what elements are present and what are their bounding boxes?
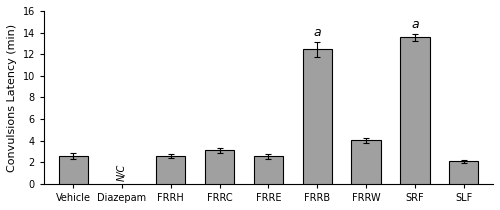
Bar	[302, 49, 332, 184]
Bar	[400, 37, 430, 184]
Bar	[156, 156, 186, 184]
Text: a: a	[411, 18, 419, 31]
Text: N/C: N/C	[117, 164, 127, 181]
Bar	[58, 156, 88, 184]
Bar	[254, 156, 283, 184]
Bar	[352, 140, 381, 184]
Text: a: a	[314, 26, 321, 38]
Y-axis label: Convulsions Latency (min): Convulsions Latency (min)	[7, 24, 17, 172]
Bar	[449, 161, 478, 184]
Bar	[205, 151, 234, 184]
